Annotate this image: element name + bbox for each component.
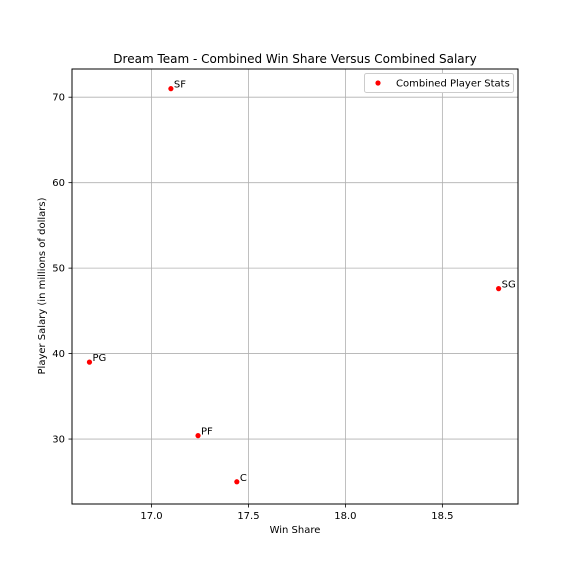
point-label-pf: PF [201,427,213,438]
y-tick-label: 70 [52,93,65,104]
point-label-sg: SG [502,280,516,291]
x-tick-label: 17.0 [140,511,162,522]
legend-label: Combined Player Stats [396,79,510,90]
chart-title: Dream Team - Combined Win Share Versus C… [113,52,476,66]
y-tick-label: 30 [52,435,65,446]
legend-marker [375,80,381,86]
grid-lines [72,69,518,504]
x-tick-label: 18.0 [334,511,356,522]
plot-area-frame [71,68,519,505]
data-point-sg [496,286,502,292]
axis-ticks: 17.0 17.5 18.0 18.5 30 40 50 60 70 [52,93,453,522]
data-point-pf [195,433,201,439]
x-axis-label: Win Share [270,525,321,536]
point-label-pg: PG [92,353,106,364]
y-tick-label: 60 [52,178,65,189]
data-points: SF SG PG PF C [86,80,516,485]
y-tick-label: 40 [52,349,65,360]
x-tick-label: 17.5 [237,511,259,522]
point-label-c: C [240,473,247,484]
data-point-sf [168,86,174,92]
legend: Combined Player Stats [364,73,514,93]
point-label-sf: SF [174,80,186,91]
y-tick-label: 50 [52,264,65,275]
legend-box [364,73,514,93]
data-point-pg [86,359,93,365]
y-axis-label: Player Salary (in millions of dollars) [37,197,48,374]
data-point-c [234,479,240,485]
x-tick-label: 18.5 [431,511,453,522]
